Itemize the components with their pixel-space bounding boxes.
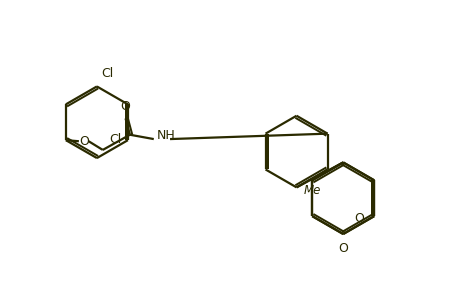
Text: Cl: Cl [101,67,113,80]
Text: O: O [354,212,364,225]
Text: NH: NH [157,129,176,142]
Text: Cl: Cl [109,133,121,146]
Text: O: O [79,135,89,148]
Text: Me: Me [303,184,320,197]
Text: O: O [337,242,347,255]
Text: O: O [120,100,130,113]
